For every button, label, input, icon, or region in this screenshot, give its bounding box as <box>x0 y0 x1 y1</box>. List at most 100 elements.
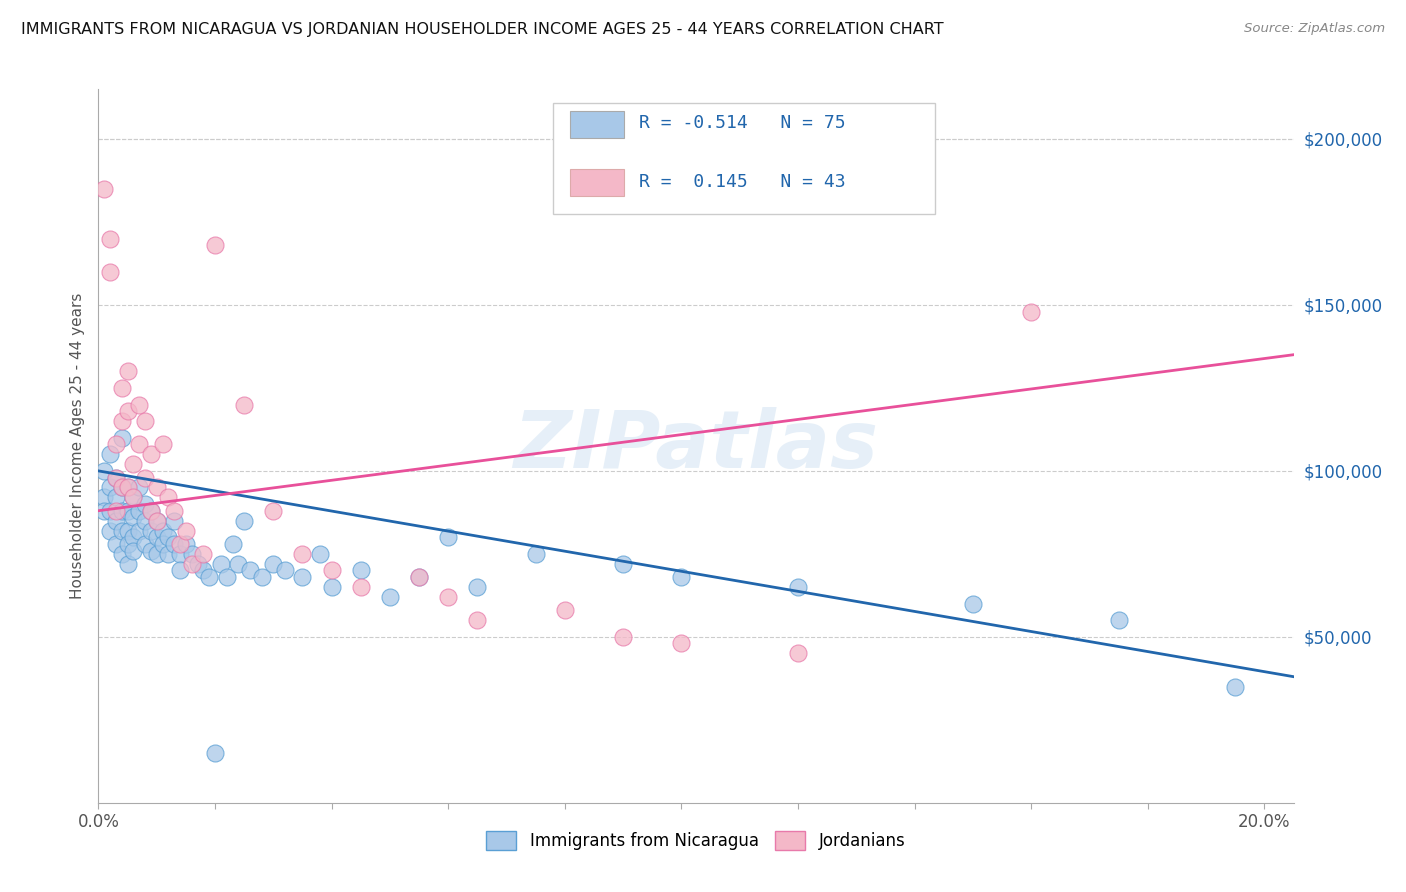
Point <box>209 557 232 571</box>
Point <box>104 504 127 518</box>
Y-axis label: Householder Income Ages 25 - 44 years: Householder Income Ages 25 - 44 years <box>69 293 84 599</box>
Point <box>221 537 243 551</box>
Point <box>111 524 134 538</box>
Point <box>157 491 180 505</box>
Point <box>93 182 115 196</box>
Text: IMMIGRANTS FROM NICARAGUA VS JORDANIAN HOUSEHOLDER INCOME AGES 25 - 44 YEARS COR: IMMIGRANTS FROM NICARAGUA VS JORDANIAN H… <box>21 22 943 37</box>
Point <box>291 570 314 584</box>
Point <box>104 470 127 484</box>
Point <box>128 481 150 495</box>
Point <box>93 491 115 505</box>
Point <box>612 630 634 644</box>
Point <box>145 530 167 544</box>
Point <box>408 570 430 584</box>
Point <box>152 437 174 451</box>
Point <box>193 547 215 561</box>
Point <box>139 504 162 518</box>
FancyBboxPatch shape <box>553 103 935 214</box>
Point <box>104 491 127 505</box>
Point <box>117 557 139 571</box>
Point <box>233 514 256 528</box>
Point <box>134 497 156 511</box>
Point <box>117 404 139 418</box>
Point <box>122 491 145 505</box>
Point <box>139 504 162 518</box>
Point <box>163 514 186 528</box>
Point <box>152 537 174 551</box>
Point <box>128 524 150 538</box>
Point <box>122 543 145 558</box>
Point <box>145 547 167 561</box>
Point <box>1225 680 1247 694</box>
Point <box>117 537 139 551</box>
Point <box>174 537 197 551</box>
Point <box>117 481 139 495</box>
Point <box>467 613 489 627</box>
Point <box>962 597 984 611</box>
Point <box>671 570 693 584</box>
Point <box>111 481 134 495</box>
Point <box>239 564 262 578</box>
Point <box>104 537 127 551</box>
Point <box>378 590 401 604</box>
Point <box>111 431 134 445</box>
Point <box>291 547 314 561</box>
Point <box>117 481 139 495</box>
Point <box>111 481 134 495</box>
Point <box>250 570 273 584</box>
Point <box>612 557 634 571</box>
Point <box>180 557 202 571</box>
Text: ZIPatlas: ZIPatlas <box>513 407 879 485</box>
Point <box>671 636 693 650</box>
Point <box>437 590 460 604</box>
Point <box>169 564 191 578</box>
Point <box>122 530 145 544</box>
Point <box>787 580 810 594</box>
Point <box>350 580 373 594</box>
Point <box>98 524 121 538</box>
Point <box>186 557 208 571</box>
Point <box>139 524 162 538</box>
Point <box>180 547 202 561</box>
Point <box>554 603 576 617</box>
Point <box>98 481 121 495</box>
Point <box>117 364 139 378</box>
Point <box>98 265 121 279</box>
Point <box>1019 304 1042 318</box>
Point <box>111 504 134 518</box>
Point <box>204 238 226 252</box>
Point <box>204 746 226 760</box>
Point <box>215 570 238 584</box>
Point <box>467 580 489 594</box>
Point <box>198 570 221 584</box>
Point <box>104 437 127 451</box>
Point <box>262 504 284 518</box>
Point <box>321 564 343 578</box>
Point <box>93 464 115 478</box>
Point <box>193 564 215 578</box>
Legend: Immigrants from Nicaragua, Jordanians: Immigrants from Nicaragua, Jordanians <box>478 822 914 859</box>
Point <box>145 514 167 528</box>
Point <box>524 547 547 561</box>
Point <box>157 547 180 561</box>
Point <box>169 547 191 561</box>
FancyBboxPatch shape <box>571 111 624 137</box>
Text: Source: ZipAtlas.com: Source: ZipAtlas.com <box>1244 22 1385 36</box>
Point <box>134 470 156 484</box>
Point <box>174 524 197 538</box>
Point <box>111 414 134 428</box>
Point <box>163 537 186 551</box>
Point <box>122 491 145 505</box>
Point <box>787 647 810 661</box>
Point <box>122 457 145 471</box>
Point <box>139 543 162 558</box>
Point <box>128 437 150 451</box>
Point <box>163 504 186 518</box>
Point <box>93 504 115 518</box>
Point <box>228 557 250 571</box>
Point <box>152 524 174 538</box>
Point <box>169 537 191 551</box>
Point <box>274 564 297 578</box>
FancyBboxPatch shape <box>571 169 624 196</box>
Text: R =  0.145   N = 43: R = 0.145 N = 43 <box>638 173 845 191</box>
